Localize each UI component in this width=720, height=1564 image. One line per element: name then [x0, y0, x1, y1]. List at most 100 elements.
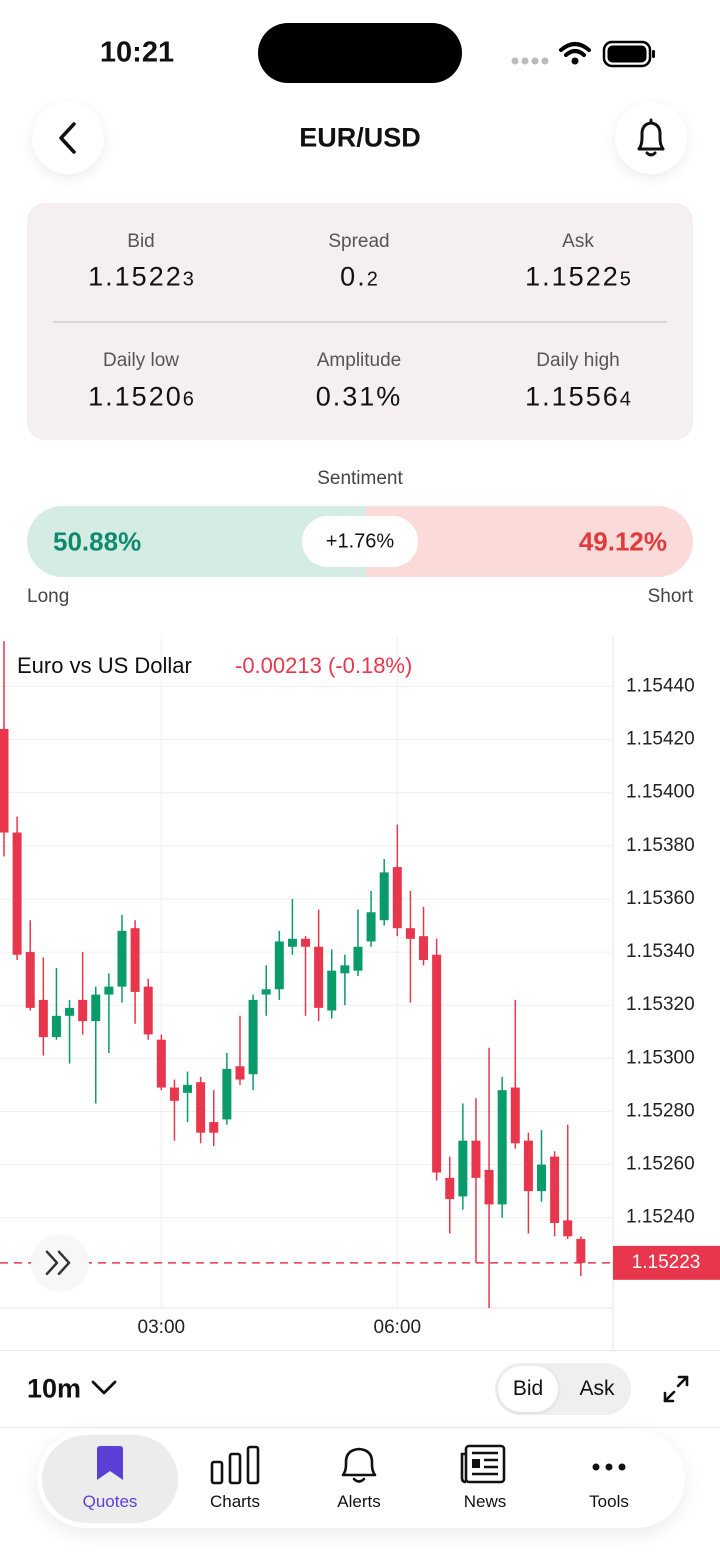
candle-body: [301, 938, 311, 947]
y-tick-label: 1.15260: [626, 1154, 695, 1175]
candle-body: [405, 928, 415, 939]
short-percent: 49.12%: [578, 526, 667, 557]
pip-digit: 5: [619, 268, 631, 291]
quote-value: 1.15223: [88, 261, 194, 292]
expand-icon[interactable]: [660, 1373, 692, 1405]
y-tick-label: 1.15420: [626, 729, 695, 750]
candle-body: [143, 986, 153, 1035]
short-label: Short: [647, 586, 693, 607]
status-time: 10:21: [99, 36, 175, 69]
sentiment-difference: +1.76%: [325, 530, 395, 553]
quote-value: 1.15206: [88, 381, 194, 412]
timeframe[interactable]: 10m: [27, 1373, 82, 1404]
candle-body: [340, 965, 350, 974]
difference-pill: [302, 516, 418, 567]
candle-body: [379, 872, 389, 921]
y-tick-label: 1.15440: [626, 675, 695, 696]
candle-body: [91, 994, 101, 1022]
tab-label[interactable]: Alerts: [337, 1492, 381, 1511]
pip-digit: 3: [182, 268, 194, 291]
candle-body: [327, 970, 337, 1011]
quote-value: 0.31%: [315, 381, 403, 412]
chart-title: Euro vs US Dollar: [17, 653, 192, 678]
tab-label[interactable]: News: [463, 1492, 507, 1511]
quote-label: Spread: [328, 231, 390, 252]
candle-body: [550, 1156, 560, 1224]
separator: [0, 1350, 720, 1351]
candle-body: [274, 941, 284, 990]
back-button[interactable]: [32, 102, 104, 174]
candle-body: [235, 1066, 245, 1080]
candle-body: [130, 928, 140, 992]
toggle-bid[interactable]: Bid: [512, 1377, 544, 1400]
candle-body: [366, 912, 376, 942]
y-tick-label: 1.15400: [626, 782, 695, 803]
toggle-ask[interactable]: Ask: [579, 1377, 615, 1400]
tab-label[interactable]: Tools: [589, 1492, 629, 1511]
quote-label: Amplitude: [316, 350, 402, 371]
candle-body: [458, 1140, 468, 1197]
tab-label[interactable]: Charts: [209, 1492, 261, 1511]
short-fill: [365, 506, 693, 577]
candle-body: [12, 832, 22, 955]
candle-body: [156, 1039, 166, 1088]
candle-body: [117, 930, 127, 987]
long-label: Long: [27, 586, 70, 607]
candle-body: [523, 1140, 533, 1192]
candle-body: [51, 1015, 61, 1038]
candle-body: [222, 1068, 232, 1120]
quote-label: Daily low: [102, 350, 180, 371]
back-icon: [59, 122, 76, 154]
candle-body: [261, 989, 271, 995]
quote-value: 1.15225: [525, 261, 631, 292]
x-tick-label: 06:00: [374, 1317, 422, 1338]
candle-body: [0, 728, 9, 833]
candle-body: [392, 867, 402, 929]
long-percent: 50.88%: [53, 526, 142, 557]
candle-body: [209, 1122, 219, 1133]
candle-body: [563, 1220, 573, 1237]
candle-body: [445, 1177, 455, 1200]
toggle-selection: [498, 1366, 558, 1412]
y-tick-label: 1.15280: [626, 1100, 695, 1121]
y-tick-label: 1.15300: [626, 1047, 695, 1068]
candle-body: [25, 952, 35, 1008]
candle-body: [169, 1087, 179, 1101]
pip-digit: 6: [182, 388, 194, 411]
candle-body: [484, 1169, 494, 1205]
price-chart: 1.15240 1.15260 1.15280 1.15300 1.15320 1.153…: [0, 636, 720, 1350]
candle-body: [497, 1090, 507, 1205]
candle-body: [248, 999, 258, 1075]
quote-label: Ask: [562, 231, 594, 252]
y-tick-label: 1.15240: [626, 1207, 695, 1228]
tab-label[interactable]: Quotes: [82, 1492, 138, 1511]
y-tick-label: 1.15360: [626, 888, 695, 909]
candle-body: [183, 1084, 193, 1093]
timeframe-chevron[interactable]: [90, 1378, 118, 1398]
alert-button[interactable]: [615, 102, 687, 174]
quote-label: Bid: [127, 231, 155, 252]
candle-body: [78, 999, 88, 1022]
quote-panel: Bid 1.15223 Spread 0.2 Ask 1.15225 Daily low 1.…: [27, 203, 693, 440]
sentiment-title: Sentiment: [317, 468, 403, 489]
candle-body: [432, 954, 442, 1173]
tab-icons: [97, 1444, 626, 1485]
bell-icon: [637, 118, 665, 157]
quote-value: 0.2: [340, 261, 378, 292]
scroll-button: [31, 1233, 89, 1292]
candle-body: [65, 1007, 75, 1016]
candle-body: [104, 986, 114, 995]
dynamic-island: [258, 23, 462, 83]
last-price-box: [613, 1245, 720, 1280]
scroll-icon: [45, 1250, 71, 1276]
y-tick-label: 1.15340: [626, 941, 695, 962]
candle-body: [314, 946, 324, 1008]
separator: [0, 1427, 720, 1428]
header-title: EUR/USD: [299, 122, 421, 153]
candle-body: [38, 999, 48, 1038]
pip-digit: 4: [619, 388, 631, 411]
sentiment-bar: [27, 506, 693, 577]
quote-label: Daily high: [536, 350, 620, 371]
candle-body: [537, 1164, 547, 1192]
